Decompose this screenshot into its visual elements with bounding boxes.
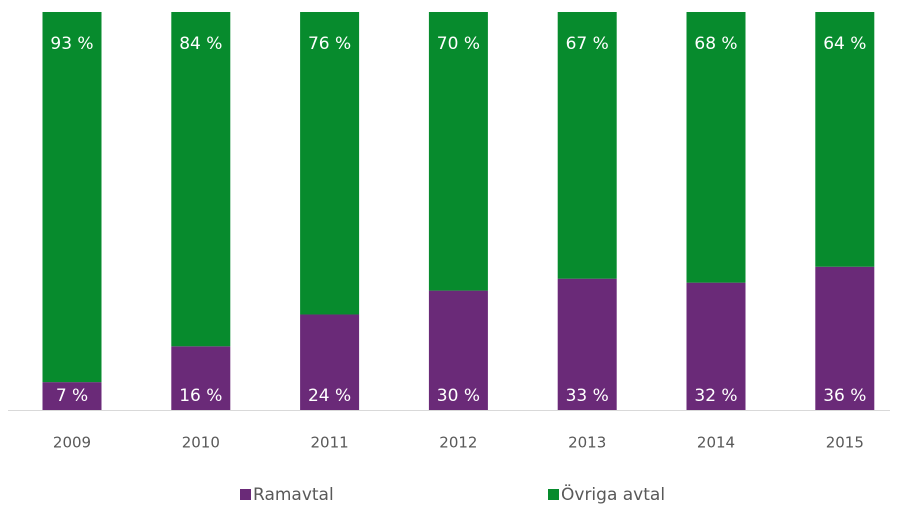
legend-label: Övriga avtal bbox=[561, 483, 665, 505]
bar-segment bbox=[815, 266, 875, 410]
bar-segment bbox=[171, 12, 231, 347]
bar-segment bbox=[557, 278, 617, 410]
data-label: 24 % bbox=[308, 386, 351, 406]
bar-segment bbox=[428, 290, 488, 410]
data-label: 84 % bbox=[179, 34, 222, 54]
bar-segment bbox=[815, 12, 875, 267]
data-label: 16 % bbox=[179, 386, 222, 406]
x-tick-label: 2013 bbox=[568, 434, 606, 452]
legend-swatch bbox=[548, 489, 559, 500]
x-tick-label: 2010 bbox=[182, 434, 220, 452]
x-tick-label: 2011 bbox=[311, 434, 349, 452]
bar-segment bbox=[42, 382, 102, 410]
bar-segment bbox=[557, 12, 617, 279]
x-tick-label: 2009 bbox=[53, 434, 91, 452]
bar-segment bbox=[686, 282, 746, 410]
data-label: 33 % bbox=[566, 386, 609, 406]
data-label: 67 % bbox=[566, 34, 609, 54]
data-label: 7 % bbox=[56, 386, 88, 406]
legend-label: Ramavtal bbox=[253, 485, 334, 505]
data-label: 68 % bbox=[694, 34, 737, 54]
data-label: 36 % bbox=[823, 386, 866, 406]
legend-swatch bbox=[240, 489, 251, 500]
data-label: 30 % bbox=[437, 386, 480, 406]
x-tick-label: 2014 bbox=[697, 434, 735, 452]
data-label: 70 % bbox=[437, 34, 480, 54]
data-label: 32 % bbox=[694, 386, 737, 406]
bar-segment bbox=[686, 12, 746, 283]
bar-segment bbox=[300, 12, 360, 315]
bar-segment bbox=[300, 314, 360, 410]
bar-segment bbox=[171, 346, 231, 410]
bar-segment bbox=[428, 12, 488, 291]
bar-segment bbox=[42, 12, 102, 383]
data-label: 64 % bbox=[823, 34, 866, 54]
x-tick-label: 2015 bbox=[826, 434, 864, 452]
data-label: 76 % bbox=[308, 34, 351, 54]
data-label: 93 % bbox=[50, 34, 93, 54]
x-tick-label: 2012 bbox=[439, 434, 477, 452]
